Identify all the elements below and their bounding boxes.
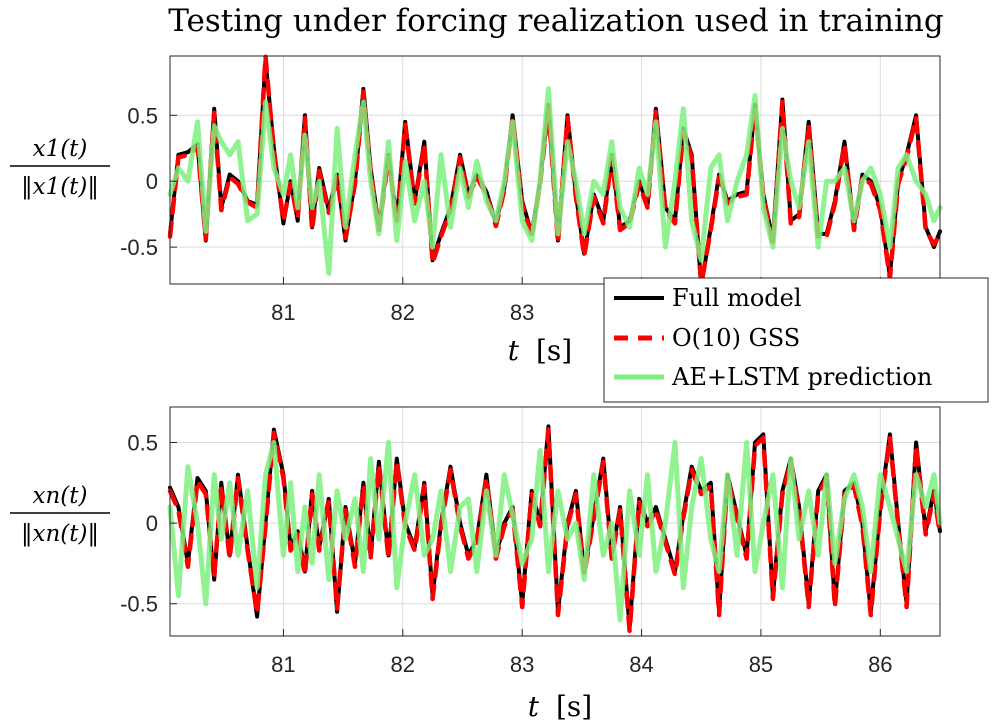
legend-entry-ae-lstm: AE+LSTM prediction bbox=[614, 363, 932, 391]
x-axis-label-top: t [s] bbox=[508, 334, 572, 367]
legend-entry-full-model: Full model bbox=[614, 284, 802, 312]
x-label-var-bottom: t bbox=[528, 690, 540, 723]
legend: Full model O(10) GSS AE+LSTM prediction bbox=[603, 277, 989, 403]
y-tick-label-bottom-1: 0 bbox=[146, 511, 158, 536]
legend-entry-gss: O(10) GSS bbox=[614, 324, 800, 352]
series-line-bottom-2 bbox=[167, 440, 943, 623]
ticks-bottom: 81 82 83 84 85 86 0.5 0 -0.5 bbox=[120, 430, 892, 677]
x-tick-label-bottom-0: 81 bbox=[271, 652, 295, 677]
svg-text:t [s]: t [s] bbox=[528, 690, 592, 723]
legend-label-ae-lstm: AE+LSTM prediction bbox=[671, 363, 932, 391]
y-label-denominator-top: ‖x1(t)‖ bbox=[21, 174, 99, 200]
x-tick-label-bottom-1: 82 bbox=[391, 652, 415, 677]
series-layer-top bbox=[167, 53, 943, 289]
series-line-bottom-1 bbox=[167, 427, 943, 634]
legend-label-gss: O(10) GSS bbox=[672, 324, 800, 352]
svg-text:t [s]: t [s] bbox=[508, 334, 572, 367]
y-axis-label-top: x1(t) ‖x1(t)‖ bbox=[10, 136, 110, 200]
y-tick-label-bottom-0: 0.5 bbox=[127, 430, 158, 455]
x-tick-label-top-0: 81 bbox=[271, 300, 295, 325]
x-tick-label-top-2: 83 bbox=[510, 300, 534, 325]
y-label-denominator-bottom: ‖xn(t)‖ bbox=[21, 521, 99, 547]
y-tick-label-bottom-2: -0.5 bbox=[120, 592, 158, 617]
x-tick-label-bottom-4: 85 bbox=[749, 652, 773, 677]
x-tick-label-top-1: 82 bbox=[391, 300, 415, 325]
y-tick-label-top-2: -0.5 bbox=[120, 235, 158, 260]
x-tick-label-bottom-3: 84 bbox=[629, 652, 653, 677]
axes-frame-bottom bbox=[169, 406, 941, 637]
legend-box bbox=[603, 277, 989, 403]
x-axis-label-bottom: t [s] bbox=[528, 690, 592, 723]
x-label-unit-top: [s] bbox=[536, 334, 572, 367]
figure-title: Testing under forcing realization used i… bbox=[168, 3, 943, 39]
ticks-top: 81 82 83 0.5 0 -0.5 bbox=[120, 103, 881, 325]
x-label-unit-bottom: [s] bbox=[556, 690, 592, 723]
legend-label-full-model: Full model bbox=[672, 284, 802, 312]
panel-bottom: 81 82 83 84 85 86 0.5 0 -0.5 xn(t) ‖xn(t)‖ t [s] bbox=[10, 406, 943, 723]
x-tick-label-bottom-5: 86 bbox=[868, 652, 892, 677]
axes-frame-top bbox=[169, 55, 941, 285]
y-label-numerator-top: x1(t) bbox=[33, 136, 88, 162]
series-line-top-2 bbox=[167, 86, 943, 276]
panel-top: 81 82 83 0.5 0 -0.5 x1(t) ‖x1(t)‖ t [s] bbox=[10, 53, 943, 367]
x-tick-label-bottom-2: 83 bbox=[510, 652, 534, 677]
y-tick-label-top-1: 0 bbox=[146, 169, 158, 194]
y-axis-label-bottom: xn(t) ‖xn(t)‖ bbox=[10, 483, 110, 547]
x-label-var-top: t bbox=[508, 334, 520, 367]
series-layer-bottom bbox=[167, 424, 943, 634]
y-tick-label-top-0: 0.5 bbox=[127, 103, 158, 128]
y-label-numerator-bottom: xn(t) bbox=[33, 483, 88, 509]
